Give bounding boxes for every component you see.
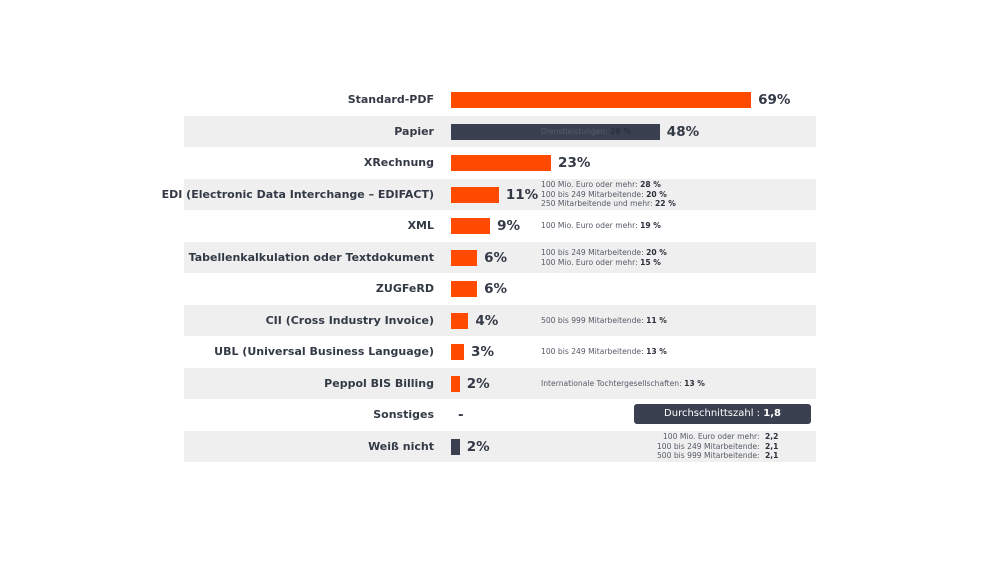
annotation-text: 500 bis 999 Mitarbeitende: [656,451,762,461]
annotation-value: 13 % [684,379,705,388]
chart-row: Papier 48% Dienstleistungen: 29 % [184,116,816,147]
value-label: 23% [558,155,591,171]
category-label: XRechnung [363,156,434,169]
category-label: Sonstiges [373,408,434,421]
annotation-text: 100 bis 249 Mitarbeitende: [656,441,762,451]
annotation-line: Internationale Tochtergesellschaften: 13… [541,379,705,389]
annotation-text: 100 Mio. Euro oder mehr: [541,180,641,189]
chart-row: XRechnung 23% [184,147,816,178]
annotation-text: Dienstleistungen: [541,127,611,136]
annotation-text: 100 Mio. Euro oder mehr: [541,221,641,230]
category-label: Weiß nicht [368,440,434,453]
value-label: 6% [484,250,508,266]
category-label: Peppol BIS Billing [324,377,434,390]
annotation-text: 500 bis 999 Mitarbeitende: [541,316,647,325]
chart-row: Tabellenkalkulation oder Textdokument 6% 1… [184,242,816,273]
bar-chart: Standard-PDF 69% Papier 48% Dienstleistungen… [162,84,816,462]
category-label: Standard-PDF [347,93,434,106]
annotation-line: 100 bis 249 Mitarbeitende: 2,1 [657,442,783,452]
bar [451,92,752,108]
bar [451,250,478,266]
bar [451,313,469,329]
category-label: XML [407,219,434,232]
annotation-value: 11 % [646,316,667,325]
annotation-note: 500 bis 999 Mitarbeitende: 11 % [541,316,667,326]
annotation-line: 100 bis 249 Mitarbeitende: 20 % [541,248,667,258]
category-label: EDI (Electronic Data Interchange – EDIFA… [161,188,434,201]
annotation-text: 100 bis 249 Mitarbeitende: [541,248,647,257]
value-label: 6% [484,281,508,297]
category-label: UBL (Universal Business Language) [214,345,434,358]
annotation-text: 250 Mitarbeitende und mehr: [541,199,655,209]
chart-row: CII (Cross Industry Invoice) 4% 500 bis 99… [184,305,816,336]
annotation-line: 100 Mio. Euro oder mehr: 28 % [541,180,676,190]
annotation-line: 100 Mio. Euro oder mehr: 15 % [541,258,667,268]
value-label: 3% [471,344,494,360]
annotation-line: Dienstleistungen: 29 % [541,127,631,137]
bar [451,281,478,297]
category-label: Tabellenkalkulation oder Textdokument [188,251,434,264]
category-label: ZUGFeRD [375,282,434,295]
annotation-value: 13 % [646,347,667,356]
value-label: 9% [497,218,521,234]
chart-row: UBL (Universal Business Language) 3% 100 b… [184,336,816,367]
bar [451,187,499,203]
annotation-note: Internationale Tochtergesellschaften: 13… [541,379,705,389]
annotation-line: 100 Mio. Euro oder mehr: 19 % [541,221,661,231]
annotation-note: 100 Mio. Euro oder mehr: 28 % 100 bis 249… [541,180,676,209]
annotation-line: 100 bis 249 Mitarbeitende: 20 % [541,190,676,200]
category-label: CII (Cross Industry Invoice) [265,314,434,327]
annotation-value: 2,2 [765,432,779,441]
value-label: 2% [466,439,490,455]
chart-row: Standard-PDF 69% [184,84,816,115]
annotation-note: 100 bis 249 Mitarbeitende: 13 % [541,347,667,357]
bar [451,344,465,360]
bar [451,124,660,140]
average-box: Durchschnittszahl : 1,8 [634,404,811,424]
value-label: 11% [505,187,539,203]
annotation-line: 500 bis 999 Mitarbeitende: 11 % [541,316,667,326]
annotation-text: 100 Mio. Euro oder mehr: [541,257,641,267]
bar [451,376,460,392]
annotation-value: 2,1 [765,451,779,461]
annotation-line: 100 Mio. Euro oder mehr: 2,2 [657,432,783,442]
category-label: Papier [394,125,434,138]
average-label: Durchschnittszahl : [664,408,761,419]
annotation-value: 22 % [655,199,676,209]
annotation-text: 100 Mio. Euro oder mehr: [662,432,762,441]
annotation-note: Dienstleistungen: 29 % [541,127,631,137]
annotation-text: 100 bis 249 Mitarbeitende: [541,189,647,199]
value-label: 4% [475,313,499,329]
annotation-value: 20 % [646,189,667,199]
average-value: 1,8 [763,408,781,419]
annotation-line: 250 Mitarbeitende und mehr: 22 % [541,199,676,209]
value-label: 48% [666,124,700,140]
annotation-value: 20 % [646,248,667,257]
annotation-value: 28 % [640,180,661,189]
annotation-line: 500 bis 999 Mitarbeitende: 2,1 [657,451,783,461]
annotation-note: 100 bis 249 Mitarbeitende: 20 % 100 Mio. … [541,248,667,267]
annotation-note: 100 Mio. Euro oder mehr: 2,2 100 bis 249 … [657,432,783,461]
annotation-text: 100 bis 249 Mitarbeitende: [541,347,647,356]
annotation-line: 100 bis 249 Mitarbeitende: 13 % [541,347,667,357]
chart-row: Peppol BIS Billing 2% Internationale Tocht… [184,368,816,399]
value-label: - [458,407,464,423]
chart-row: Sonstiges - [184,399,816,430]
annotation-note: 100 Mio. Euro oder mehr: 19 % [541,221,661,231]
chart-row: XML 9% 100 Mio. Euro oder mehr: 19 % [184,210,816,241]
annotation-value: 29 % [610,127,631,136]
bar [451,155,552,171]
value-label: 69% [758,92,791,108]
annotation-value: 2,1 [765,441,779,451]
annotation-text: Internationale Tochtergesellschaften: [541,379,685,388]
annotation-value: 15 % [640,257,661,267]
value-label: 2% [466,376,490,392]
annotation-value: 19 % [640,221,661,230]
chart-row: EDI (Electronic Data Interchange – EDIFA… [162,179,816,210]
bar [451,218,491,234]
chart-row: ZUGFeRD 6% [184,273,816,304]
bar [451,439,460,455]
chart-row: Weiß nicht 2% 100 Mio. Euro oder mehr: 2,2… [184,431,816,462]
